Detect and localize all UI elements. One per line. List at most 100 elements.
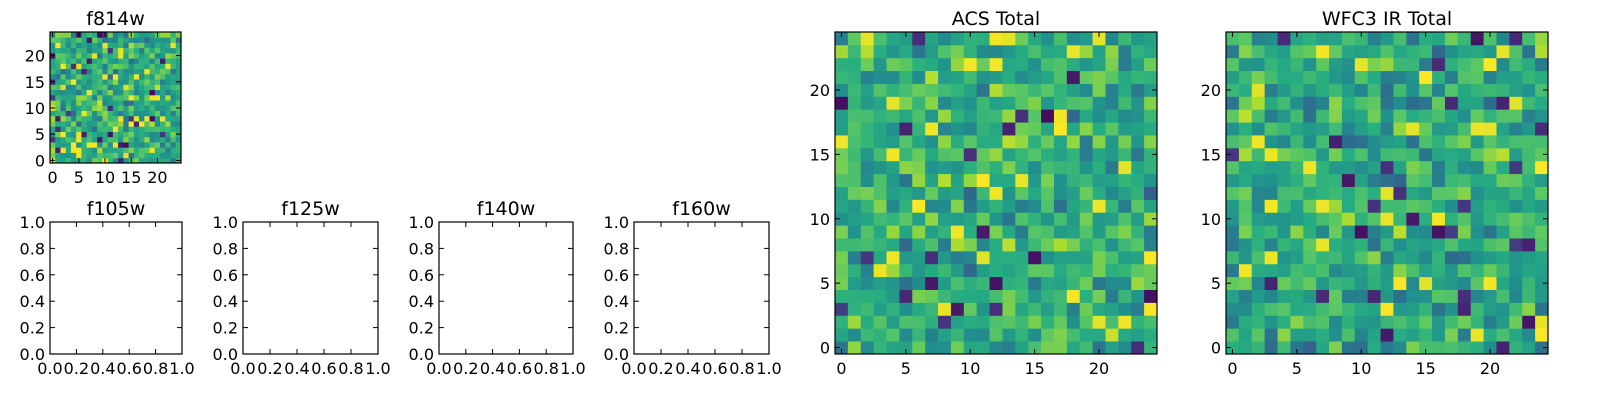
heatmap-cell bbox=[144, 147, 150, 153]
heatmap-cell bbox=[989, 212, 1003, 226]
heatmap-cell bbox=[1457, 32, 1472, 46]
heatmap-cell bbox=[899, 238, 913, 252]
heatmap-cell bbox=[1118, 302, 1132, 316]
heatmap-cell bbox=[1028, 147, 1042, 162]
heatmap-cell bbox=[1341, 109, 1356, 123]
heatmap-cell bbox=[144, 110, 150, 117]
heatmap-cell bbox=[50, 37, 56, 43]
heatmap-cell bbox=[60, 152, 67, 159]
heatmap-cell bbox=[976, 44, 990, 59]
heatmap-cell bbox=[1092, 96, 1106, 110]
heatmap-cell bbox=[165, 58, 171, 64]
heatmap-cell bbox=[989, 96, 1003, 110]
heatmap-cell bbox=[938, 96, 952, 110]
heatmap-cell bbox=[1432, 160, 1446, 175]
heatmap-cell bbox=[1251, 250, 1266, 265]
heatmap-cell bbox=[1432, 109, 1446, 123]
heatmap-cell bbox=[912, 147, 926, 162]
heatmap-cell bbox=[1457, 199, 1472, 213]
heatmap-cell bbox=[1041, 302, 1055, 316]
heatmap-cell bbox=[107, 126, 114, 132]
x-tick-label: 0.6 bbox=[311, 359, 336, 378]
heatmap-cell bbox=[144, 89, 150, 96]
heatmap-cell bbox=[128, 147, 135, 153]
heatmap-cell bbox=[886, 238, 900, 252]
heatmap-cell bbox=[847, 263, 862, 278]
heatmap-cell bbox=[102, 84, 109, 91]
heatmap-cell bbox=[976, 83, 990, 97]
heatmap-cell bbox=[873, 173, 887, 187]
heatmap-cell bbox=[102, 79, 109, 85]
heatmap-cell bbox=[1316, 225, 1330, 239]
heatmap-cell bbox=[149, 142, 156, 148]
heatmap-cell bbox=[1535, 96, 1549, 110]
heatmap-cell bbox=[1380, 32, 1394, 46]
heatmap-cell bbox=[1118, 109, 1132, 123]
heatmap-cell bbox=[1290, 70, 1304, 84]
x-tick-label: 20 bbox=[1089, 359, 1109, 378]
heatmap-cell bbox=[1354, 57, 1369, 72]
heatmap-cell bbox=[102, 73, 109, 80]
heatmap-cell bbox=[1015, 96, 1029, 110]
heatmap-cell bbox=[1277, 225, 1291, 239]
heatmap-cell bbox=[1238, 122, 1253, 136]
heatmap-cell bbox=[65, 68, 72, 75]
heatmap-cell bbox=[847, 212, 862, 226]
heatmap-cell bbox=[97, 79, 103, 85]
heatmap-cell bbox=[1303, 186, 1317, 200]
heatmap-cell bbox=[102, 37, 109, 43]
heatmap-cell bbox=[1303, 263, 1317, 278]
heatmap-cell bbox=[112, 79, 119, 85]
heatmap-cell bbox=[1432, 57, 1446, 72]
heatmap-cell bbox=[133, 147, 140, 153]
heatmap-cell bbox=[1367, 83, 1381, 97]
heatmap-cell bbox=[60, 89, 67, 96]
heatmap-cell bbox=[1432, 122, 1446, 136]
heatmap-cell bbox=[1483, 70, 1497, 84]
heatmap-cell bbox=[160, 126, 166, 132]
heatmap-cell bbox=[170, 58, 177, 64]
heatmap-cell bbox=[963, 44, 978, 59]
heatmap-cell bbox=[112, 105, 119, 111]
heatmap-cell bbox=[107, 110, 114, 117]
heatmap-cell bbox=[1238, 83, 1253, 97]
heatmap-cell bbox=[154, 94, 161, 101]
heatmap-cell bbox=[1483, 109, 1497, 123]
heatmap-cell bbox=[60, 32, 67, 38]
heatmap-cell bbox=[1079, 44, 1093, 59]
heatmap-cell bbox=[847, 135, 862, 149]
heatmap-cell bbox=[149, 37, 156, 43]
heatmap-cell bbox=[133, 32, 140, 38]
heatmap-cell bbox=[76, 47, 82, 54]
heatmap-cell bbox=[1509, 57, 1523, 72]
heatmap-cell bbox=[886, 160, 900, 175]
heatmap-cell bbox=[976, 250, 990, 265]
heatmap-cell bbox=[118, 32, 124, 38]
heatmap-cell bbox=[1341, 302, 1356, 316]
heatmap-cell bbox=[912, 341, 926, 355]
heatmap-cell bbox=[1015, 57, 1029, 72]
heatmap-cell bbox=[1144, 173, 1158, 187]
heatmap-cell bbox=[912, 199, 926, 213]
heatmap-cell bbox=[1131, 109, 1145, 123]
heatmap-cell bbox=[123, 157, 129, 164]
heatmap-cell bbox=[1092, 212, 1106, 226]
heatmap-cell bbox=[170, 115, 177, 122]
heatmap-cell bbox=[123, 147, 129, 153]
heatmap-cell bbox=[91, 126, 98, 132]
heatmap-cell bbox=[950, 289, 965, 303]
heatmap-cell bbox=[1316, 96, 1330, 110]
heatmap-cell bbox=[1483, 328, 1497, 342]
heatmap-cell bbox=[860, 173, 875, 187]
heatmap-cell bbox=[847, 109, 862, 123]
heatmap-cell bbox=[1028, 341, 1042, 355]
heatmap-cell bbox=[1226, 109, 1240, 123]
heatmap-cell bbox=[76, 152, 82, 159]
heatmap-cell bbox=[938, 83, 952, 97]
heatmap-cell bbox=[170, 147, 177, 153]
heatmap-cell bbox=[1329, 263, 1343, 278]
heatmap-cell bbox=[938, 122, 952, 136]
heatmap-cell bbox=[1341, 289, 1356, 303]
heatmap-cell bbox=[1329, 250, 1343, 265]
